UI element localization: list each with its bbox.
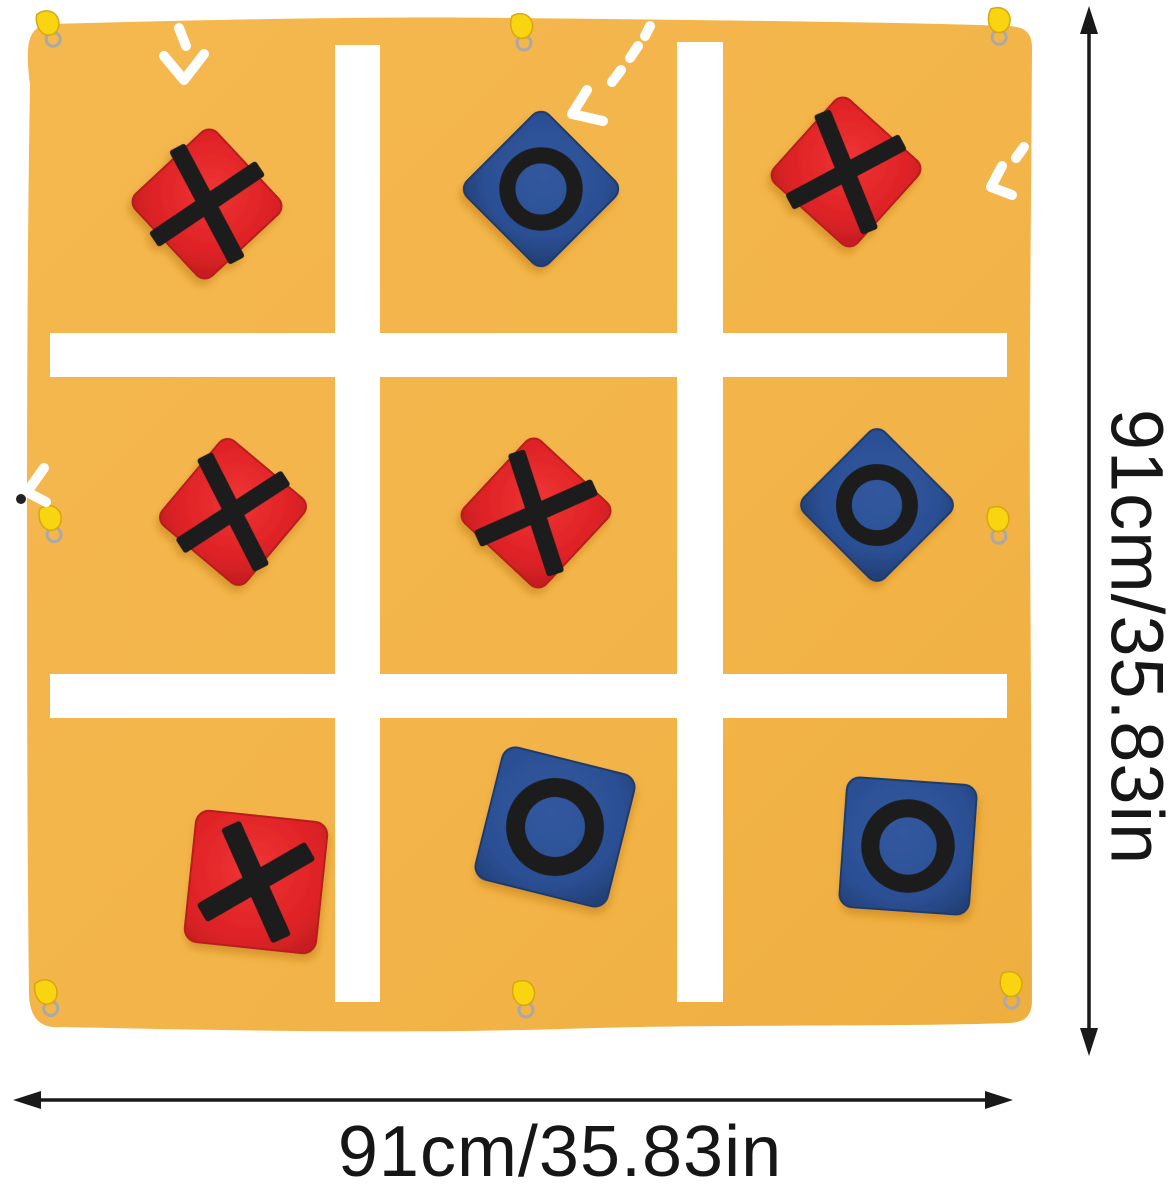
x-mark (197, 821, 315, 943)
bean-bag-o-row2-col1 (474, 746, 636, 908)
mat-clip-5 (986, 506, 1010, 545)
hand-drawn-arrows (16, 21, 1029, 507)
clip-hook-icon (999, 971, 1023, 998)
height-arrowhead-bottom (1080, 1028, 1098, 1056)
bean-bag-x-row1-col0 (159, 438, 307, 586)
o-mark (835, 463, 919, 547)
clip-hook-icon (987, 6, 1011, 34)
o-mark (861, 799, 955, 893)
bean-bag-o-row0-col1 (462, 110, 620, 268)
mat-clip-3 (987, 6, 1011, 46)
bean-bag-x-row0-col0 (131, 128, 283, 280)
mat-clip-6 (33, 979, 60, 1017)
arrow-right-edge-icon (986, 142, 1029, 200)
height-dimension: 91cm/35.83in (1080, 6, 1173, 1056)
mat-clip-4 (38, 505, 63, 544)
mat-clip-7 (511, 979, 536, 1019)
bean-bag-x-row1-col1 (460, 437, 612, 589)
bean-bags-layer (131, 96, 978, 955)
clips-layer (33, 6, 1023, 1019)
x-mark (474, 449, 598, 577)
mat-clip-1 (35, 10, 62, 48)
clip-hook-icon (986, 506, 1010, 533)
clip-hook-icon (35, 10, 60, 36)
bean-bag-x-row2-col0 (183, 809, 329, 955)
arrow-mid-left-icon (16, 463, 51, 507)
grid-lines (50, 42, 1007, 1002)
width-dimension-label: 91cm/35.83in (338, 1112, 782, 1187)
o-mark (506, 778, 604, 876)
bag-fabric (800, 428, 954, 582)
width-arrowhead-left (13, 1091, 41, 1109)
bag-fabric (462, 110, 620, 268)
bean-bag-o-row2-col2 (838, 776, 978, 916)
grid-horizontal-line-1 (50, 333, 1007, 377)
bean-bag-x-row0-col2 (770, 96, 922, 248)
width-arrowhead-right (985, 1091, 1013, 1109)
grid-vertical-line-1 (335, 45, 380, 1002)
width-dimension: 91cm/35.83in (13, 1091, 1013, 1187)
height-arrowhead-top (1080, 6, 1098, 34)
x-mark (176, 452, 290, 572)
arrow-top-middle-dashed-icon (567, 21, 655, 126)
o-mark (499, 147, 583, 231)
x-mark (149, 143, 265, 265)
height-dimension-label: 91cm/35.83in (1095, 409, 1173, 865)
mat-clip-2 (509, 12, 534, 52)
x-mark (785, 109, 907, 235)
clip-hook-icon (511, 979, 536, 1007)
clip-hook-icon (509, 12, 534, 40)
clip-hook-icon (38, 505, 62, 531)
bean-bag-o-row1-col2 (800, 428, 954, 582)
grid-horizontal-line-2 (50, 674, 1007, 718)
bag-fabric (474, 746, 636, 908)
grid-vertical-line-2 (677, 42, 723, 1002)
clip-hook-icon (33, 979, 58, 1005)
mat-clip-8 (999, 971, 1023, 1010)
bag-fabric (838, 776, 978, 916)
arrow-top-left-icon (159, 23, 209, 85)
